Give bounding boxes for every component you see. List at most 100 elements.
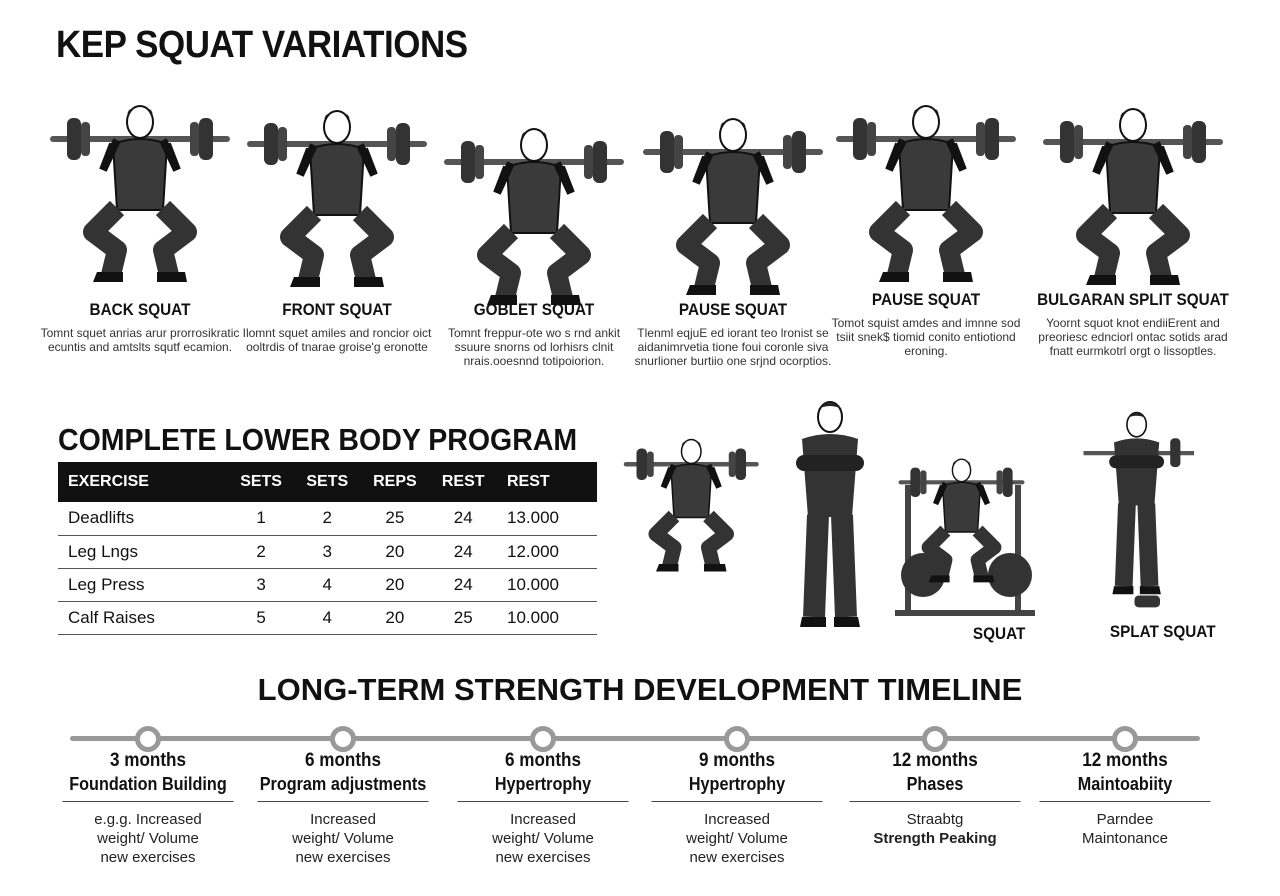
standing-athlete-figure xyxy=(800,402,860,627)
squat-figure xyxy=(45,95,235,295)
step-duration: 6 months xyxy=(504,750,581,771)
col-header: SETS xyxy=(294,462,361,502)
front-squat-figure xyxy=(624,440,759,572)
squat-figure xyxy=(242,100,432,300)
variation-name: GOBLET SQUAT xyxy=(473,300,595,319)
squat-figure xyxy=(831,95,1021,295)
split-squat-figure xyxy=(1083,413,1194,608)
lower-body-illustrations xyxy=(615,395,1194,645)
table-row: Deadlifts 1 2 25 24 13.000 xyxy=(58,502,597,536)
step-description: Increased weight/ Volume new exercises xyxy=(642,810,832,867)
step-phase: Foundation Building xyxy=(62,774,234,802)
variation-description: Ilomnt squet amiles and roncior oict ool… xyxy=(242,326,432,354)
step-line: new exercises xyxy=(100,849,196,866)
squat-figure xyxy=(1038,98,1228,298)
table-cell: 3 xyxy=(228,568,295,602)
page-title: KEP SQUAT VARIATIONS xyxy=(56,24,468,66)
variation-description: Yoornt squot knot endiiErent and preorie… xyxy=(1038,316,1228,358)
table-cell: 4 xyxy=(294,601,361,635)
table-cell: 25 xyxy=(360,502,430,536)
step-line: weight/ Volume xyxy=(492,830,594,847)
step-phase: Maintoabiity xyxy=(1039,774,1211,802)
step-line: new exercises xyxy=(495,849,591,866)
table-cell: Deadlifts xyxy=(58,502,228,536)
step-phase: Hypertrophy xyxy=(457,774,629,802)
table-cell: Leg Lngs xyxy=(58,535,228,569)
step-line: Strength Peaking xyxy=(873,830,997,847)
variation-name: PAUSE SQUAT xyxy=(678,300,788,319)
table-header-row: EXERCISE SETS SETS REPS REST REST xyxy=(58,462,597,502)
timeline-step: 12 months Phases Straabtg Strength Peakin… xyxy=(840,750,1030,848)
step-line: new exercises xyxy=(689,849,785,866)
timeline-node xyxy=(724,726,750,752)
step-line: e.g.g. Increased xyxy=(94,811,202,828)
step-description: Increased weight/ Volume new exercises xyxy=(248,810,438,867)
variation-name: BACK SQUAT xyxy=(89,300,191,319)
variation-description: Tomnt squet anrias arur prorrosikratic e… xyxy=(40,326,240,354)
timeline-line xyxy=(70,736,1200,741)
program-table: EXERCISE SETS SETS REPS REST REST Deadli… xyxy=(58,462,597,635)
timeline-step: 3 months Foundation Building e.g.g. Incr… xyxy=(53,750,243,867)
step-description: Parndee Maintonance xyxy=(1030,810,1220,848)
table-cell: Leg Press xyxy=(58,568,228,602)
step-line: Increased xyxy=(510,811,576,828)
step-line: Increased xyxy=(310,811,376,828)
table-cell: 5 xyxy=(228,601,295,635)
table-cell: Calf Raises xyxy=(58,601,228,635)
timeline-step: 6 months Program adjustments Increased we… xyxy=(248,750,438,867)
table-cell: 1 xyxy=(228,502,295,536)
table-cell: 2 xyxy=(294,502,361,536)
table-cell: 24 xyxy=(429,502,497,536)
step-description: Straabtg Strength Peaking xyxy=(840,810,1030,848)
squat-figure xyxy=(638,108,828,308)
step-line: Parndee xyxy=(1096,811,1154,828)
timeline-node xyxy=(330,726,356,752)
table-cell: 4 xyxy=(294,568,361,602)
table-cell: 24 xyxy=(429,568,497,602)
variation-description: Tomnt freppur-ote wo s rnd ankit ssuure … xyxy=(447,326,621,368)
variation-name: PAUSE SQUAT xyxy=(871,290,981,309)
timeline-node xyxy=(135,726,161,752)
table-row: Leg Press 3 4 20 24 10.000 xyxy=(58,568,597,602)
program-title: COMPLETE LOWER BODY PROGRAM xyxy=(58,422,578,457)
step-line: Maintonance xyxy=(1082,830,1168,847)
step-line: weight/ Volume xyxy=(292,830,394,847)
table-cell: 10.000 xyxy=(497,601,597,635)
variation-name: FRONT SQUAT xyxy=(282,300,392,319)
col-header: REPS xyxy=(360,462,430,502)
table-cell: 20 xyxy=(360,601,430,635)
step-line: Straabtg xyxy=(906,811,964,828)
step-phase: Phases xyxy=(849,774,1021,802)
variation-name: BULGARAN SPLIT SQUAT xyxy=(1037,290,1229,309)
table-cell: 2 xyxy=(228,535,295,569)
step-line: weight/ Volume xyxy=(97,830,199,847)
table-cell: 13.000 xyxy=(497,502,597,536)
variation-description: Tomot squist amdes and imnne sod tsiit s… xyxy=(831,316,1021,358)
table-cell: 3 xyxy=(294,535,361,569)
col-header: SETS xyxy=(228,462,295,502)
timeline-node xyxy=(1112,726,1138,752)
table-row: Calf Raises 5 4 20 25 10.000 xyxy=(58,601,597,635)
table-cell: 24 xyxy=(429,535,497,569)
variation-description: Tlenml eqjuE ed iorant teo lronist se ai… xyxy=(634,326,832,368)
table-cell: 20 xyxy=(360,568,430,602)
timeline-node xyxy=(530,726,556,752)
timeline-node xyxy=(922,726,948,752)
step-duration: 9 months xyxy=(698,750,775,771)
squat-rack-figure xyxy=(895,459,1035,616)
step-line: weight/ Volume xyxy=(686,830,788,847)
step-description: e.g.g. Increased weight/ Volume new exerci… xyxy=(53,810,243,867)
timeline-step: 9 months Hypertrophy Increased weight/ Vo… xyxy=(642,750,832,867)
table-cell: 20 xyxy=(360,535,430,569)
step-duration: 12 months xyxy=(892,750,978,771)
squat-figure xyxy=(439,118,629,318)
table-cell: 10.000 xyxy=(497,568,597,602)
table-cell: 25 xyxy=(429,601,497,635)
step-duration: 3 months xyxy=(109,750,186,771)
table-cell: 12.000 xyxy=(497,535,597,569)
timeline-step: 12 months Maintoabiity Parndee Maintonanc… xyxy=(1030,750,1220,848)
col-header: EXERCISE xyxy=(58,462,228,502)
step-duration: 6 months xyxy=(304,750,381,771)
split-squat-label: SPLAT SQUAT xyxy=(1109,622,1216,641)
col-header: REST xyxy=(497,462,597,502)
